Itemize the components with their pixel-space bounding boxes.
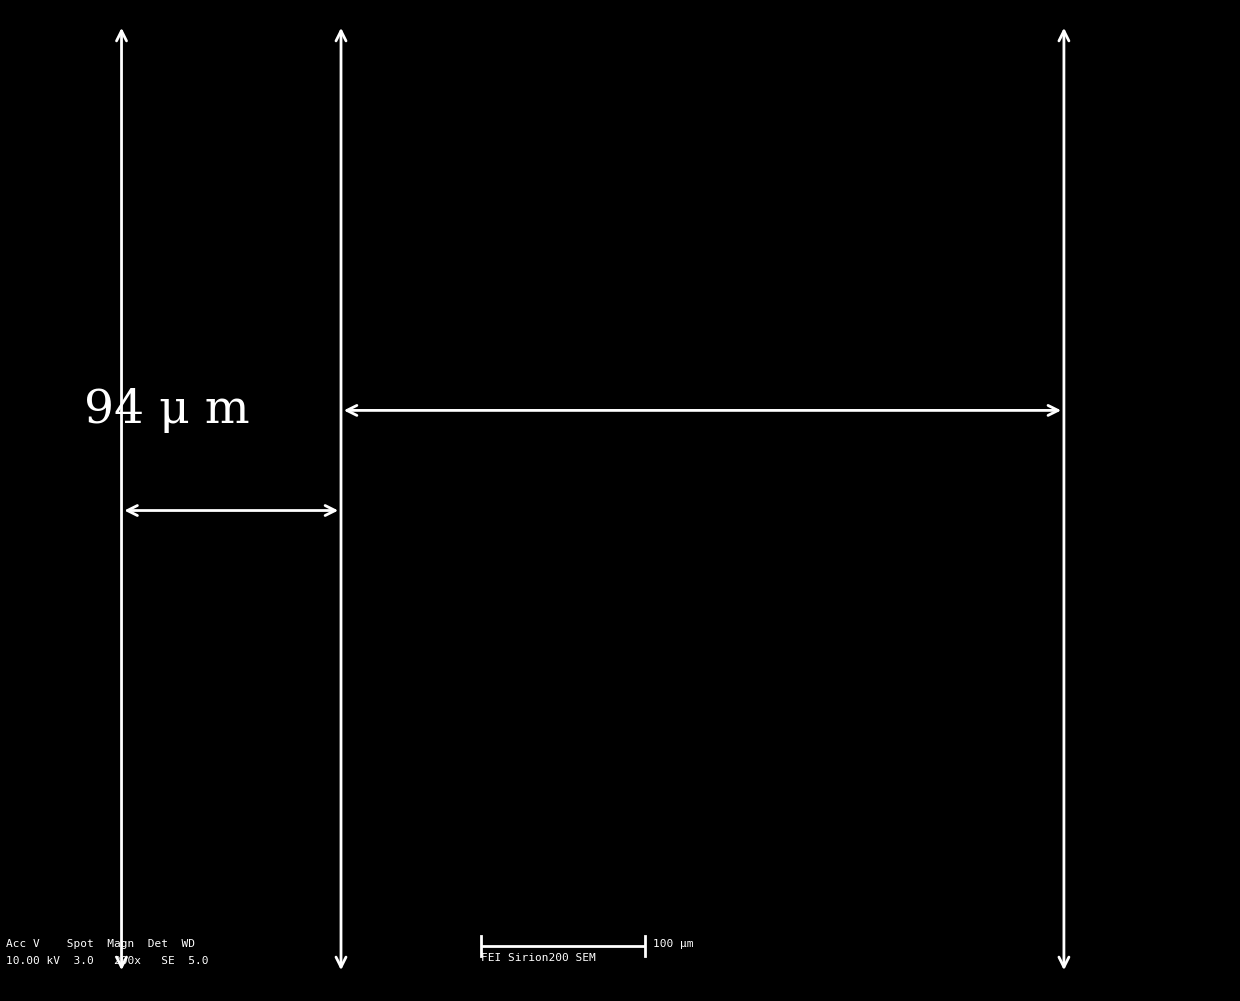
Text: 94 μ m: 94 μ m (84, 387, 250, 433)
Text: 10.00 kV  3.0   200x   SE  5.0: 10.00 kV 3.0 200x SE 5.0 (6, 956, 208, 966)
Text: Acc V    Spot  Magn  Det  WD: Acc V Spot Magn Det WD (6, 939, 195, 949)
Text: 100 μm: 100 μm (653, 939, 694, 949)
Text: FEI Sirion200 SEM: FEI Sirion200 SEM (481, 953, 596, 963)
